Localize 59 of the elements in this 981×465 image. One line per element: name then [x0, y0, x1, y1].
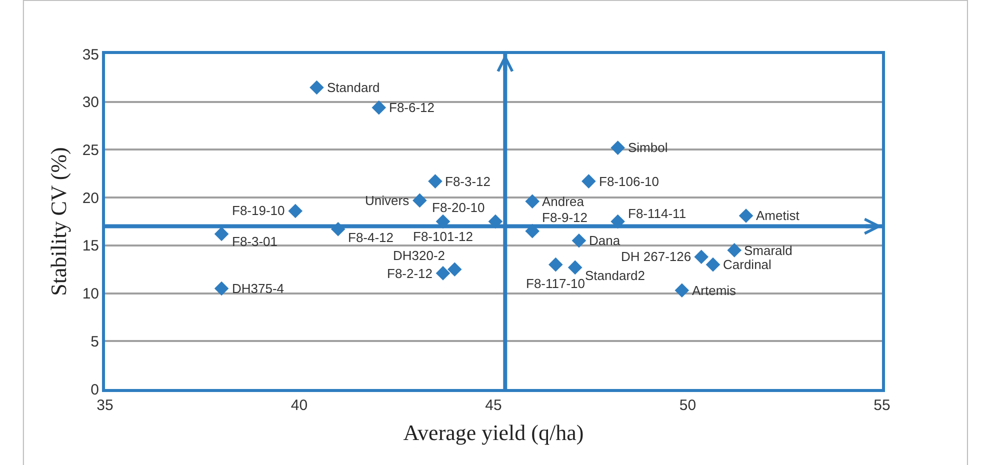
y-tick-label: 20	[82, 190, 99, 207]
series-label: DH375-4	[232, 281, 284, 296]
point	[310, 80, 324, 95]
series-label: Univers	[365, 193, 410, 208]
point	[288, 204, 303, 218]
series-label: F8-6-12	[389, 100, 435, 115]
x-tick-label: 45	[485, 397, 502, 414]
point	[436, 266, 450, 280]
point	[412, 193, 427, 208]
series-label: F8-101-12	[413, 229, 473, 244]
series-label: F8-3-12	[445, 174, 491, 189]
series-label: Cardinal	[723, 257, 772, 272]
point	[738, 208, 754, 223]
point	[572, 233, 586, 248]
x-axis-title: Average yield (q/ha)	[403, 420, 584, 445]
series-label: F8-20-10	[432, 200, 485, 215]
point	[568, 260, 582, 275]
series-label: Simbol	[628, 140, 668, 155]
series-label: F8-3-01	[232, 234, 278, 249]
series-label: F8-9-12	[542, 210, 588, 225]
point	[214, 226, 229, 242]
point	[372, 100, 386, 115]
point	[582, 174, 596, 188]
point	[548, 257, 563, 272]
point	[706, 257, 720, 272]
series-label: Smarald	[744, 243, 792, 258]
x-tick-label: 40	[290, 397, 308, 414]
series-label: F8-2-12	[387, 266, 433, 281]
point	[428, 174, 442, 188]
series-label: Standard2	[585, 268, 645, 283]
y-tick-label: 35	[82, 46, 99, 64]
series-label: Artemis	[692, 283, 737, 298]
point	[448, 262, 462, 277]
y-tick-label: 25	[82, 142, 99, 159]
point	[610, 140, 625, 155]
point	[214, 281, 229, 296]
series-label: Andrea	[542, 194, 585, 209]
y-tick-label: 0	[90, 381, 99, 398]
series-label: F8-114-11	[628, 206, 686, 221]
y-tick-label: 5	[90, 333, 99, 350]
series-label: F8-4-12	[348, 230, 394, 245]
point	[694, 250, 708, 264]
series-label: DH320-2	[393, 248, 446, 263]
y-tick-label: 10	[82, 286, 99, 303]
point	[727, 243, 742, 258]
y-tick-label: 15	[82, 238, 99, 255]
series-label: F8-19-10	[232, 203, 285, 218]
series-label: DH 267-126	[621, 249, 692, 264]
x-tick-label: 55	[874, 397, 890, 414]
y-axis-title: Stability CV (%)	[46, 147, 72, 296]
point	[525, 194, 540, 209]
series-label: F8-106-10	[599, 174, 659, 189]
y-tick-label: 30	[82, 94, 99, 112]
series-label: Standard	[327, 80, 380, 95]
series-label: F8-117-10	[526, 276, 586, 291]
series-label: Dana	[589, 233, 621, 248]
point	[674, 283, 690, 298]
series-label: Ametist	[756, 208, 800, 223]
x-tick-label: 50	[679, 397, 696, 414]
